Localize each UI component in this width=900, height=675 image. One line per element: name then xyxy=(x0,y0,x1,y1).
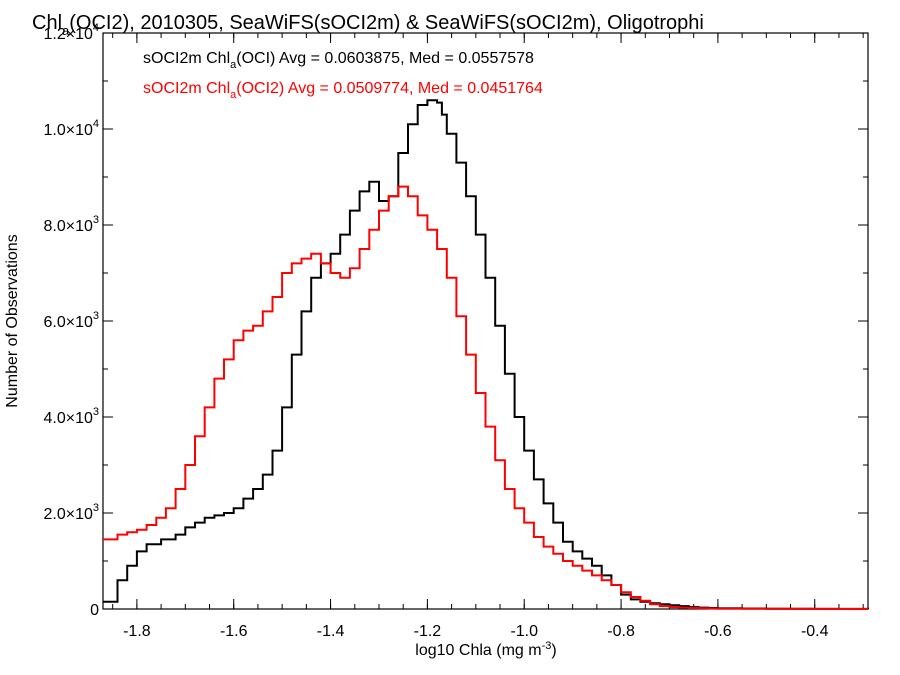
y-tick-label: 4.0×103 xyxy=(43,406,99,427)
y-axis-label: Number of Observations xyxy=(4,234,21,407)
y-tick-label: 6.0×103 xyxy=(43,310,99,331)
legend-entry-black: sOCI2m Chla(OCI) Avg = 0.0603875, Med = … xyxy=(143,50,534,71)
x-axis-label: log10 Chla (mg m-3) xyxy=(415,640,556,659)
y-tick-label: 0 xyxy=(90,602,99,619)
y-tick-label: 2.0×103 xyxy=(43,502,99,523)
x-tick-label: -1.0 xyxy=(510,623,538,640)
x-tick-label: -0.6 xyxy=(704,623,732,640)
title-subscript: a xyxy=(62,23,70,38)
legend-entry-red: sOCI2m Chla(OCI2) Avg = 0.0509774, Med =… xyxy=(143,80,543,101)
y-tick-label: 1.0×104 xyxy=(43,118,99,139)
series-line-oci2 xyxy=(103,185,868,610)
series-layer xyxy=(103,99,869,610)
x-tick-label: -0.4 xyxy=(801,623,829,640)
x-tick-label: -1.8 xyxy=(123,623,151,640)
y-tick-label: 8.0×103 xyxy=(43,214,99,235)
chart-title: Chla(OCI2), 2010305, SeaWiFS(sOCI2m) & S… xyxy=(32,12,704,38)
plot-frame xyxy=(102,32,869,610)
axis-ticks: -1.8 -1.6 -1.4 -1.2 -1.0 -0.8 -0.6 -0.4 0 2.0×103… xyxy=(43,22,868,640)
x-tick-label: -0.8 xyxy=(607,623,635,640)
title-rest: (OCI2), 2010305, SeaWiFS(sOCI2m) & SeaWi… xyxy=(69,12,704,34)
y-tick-label: 1.2×104 xyxy=(43,22,99,43)
x-tick-label: -1.6 xyxy=(220,623,248,640)
x-tick-label: -1.2 xyxy=(414,623,442,640)
x-tick-label: -1.4 xyxy=(317,623,345,640)
series-line-oci xyxy=(103,99,869,610)
